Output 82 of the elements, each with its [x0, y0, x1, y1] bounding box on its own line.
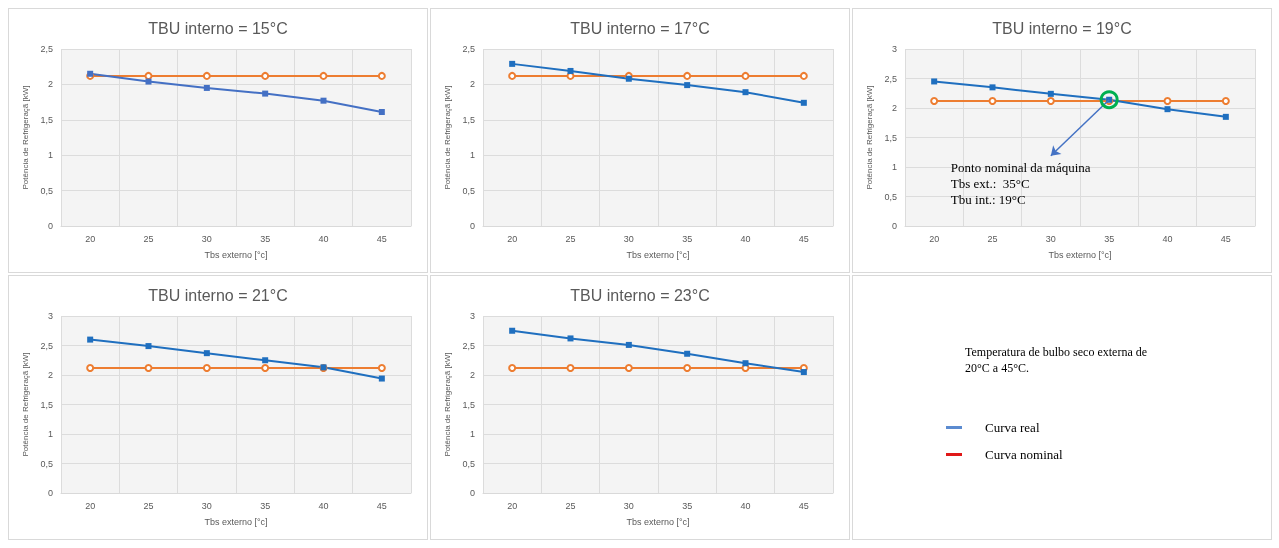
- x-tick-label: 25: [143, 500, 154, 511]
- y-tick-label: 3: [469, 311, 475, 321]
- chart-title: TBU interno = 17°C: [570, 19, 710, 37]
- x-tick-label: 35: [260, 233, 271, 244]
- y-tick-label: 2: [469, 370, 475, 380]
- x-tick-label: 35: [260, 500, 271, 511]
- y-tick-label: 2: [469, 79, 475, 90]
- x-axis-title: Tbs externo [°c]: [204, 249, 268, 260]
- x-tick-label: 35: [682, 500, 693, 511]
- x-tick-label: 40: [740, 500, 751, 511]
- x-axis-title: Tbs externo [°c]: [1048, 249, 1112, 260]
- y-tick-label: 0,5: [40, 185, 53, 196]
- y-tick-label: 1,5: [40, 114, 53, 125]
- y-tick-label: 0,5: [884, 191, 897, 202]
- x-tick-label: 25: [143, 233, 154, 244]
- chart-title: TBU interno = 15°C: [148, 19, 288, 37]
- y-tick-label: 2,5: [40, 340, 53, 351]
- x-tick-label: 25: [565, 233, 576, 244]
- y-tick-label: 0,5: [462, 458, 475, 469]
- x-tick-label: 30: [1045, 233, 1056, 244]
- y-tick-label: 1: [891, 162, 897, 172]
- y-tick-label: 1,5: [462, 399, 475, 410]
- y-tick-label: 2: [47, 370, 53, 380]
- y-tick-label: 0,5: [40, 458, 53, 469]
- y-tick-label: 2,5: [462, 340, 475, 351]
- y-tick-label: 0,5: [462, 185, 475, 196]
- x-tick-label: 20: [507, 500, 518, 511]
- x-tick-label: 20: [929, 233, 940, 244]
- x-tick-label: 35: [682, 233, 693, 244]
- y-axis-title: Potência de Refrigeraçã [kW]: [21, 85, 31, 190]
- x-tick-label: 45: [1220, 233, 1231, 244]
- x-tick-label: 40: [740, 233, 751, 244]
- y-axis-title: Potência de Refrigeraçã [kW]: [443, 85, 453, 190]
- y-tick-label: 1: [47, 150, 53, 161]
- y-axis-title: Potência de Refrigeraçã [kW]: [443, 352, 453, 457]
- y-tick-label: 2,5: [884, 73, 897, 84]
- x-tick-label: 20: [507, 233, 518, 244]
- y-tick-label: 2,5: [40, 44, 53, 54]
- y-tick-label: 3: [47, 311, 53, 321]
- x-tick-label: 30: [201, 233, 212, 244]
- y-tick-label: 0: [891, 221, 897, 231]
- x-axis-title: Tbs externo [°c]: [626, 516, 690, 527]
- y-tick-label: 0: [47, 488, 53, 498]
- chart-title: TBU interno = 23°C: [570, 286, 710, 304]
- y-tick-label: 2,5: [462, 44, 475, 54]
- y-tick-label: 3: [891, 44, 897, 54]
- x-tick-label: 40: [318, 233, 329, 244]
- y-tick-label: 1,5: [40, 399, 53, 410]
- x-axis-title: Tbs externo [°c]: [626, 249, 690, 260]
- x-tick-label: 45: [376, 233, 387, 244]
- x-tick-label: 30: [623, 500, 634, 511]
- y-tick-label: 2: [47, 79, 53, 90]
- x-tick-label: 40: [1162, 233, 1173, 244]
- x-tick-label: 40: [318, 500, 329, 511]
- x-axis-title: Tbs externo [°c]: [204, 516, 268, 527]
- text: Temperatura de bulbo seco externa de 20°C a 45°C.: [965, 345, 1148, 375]
- x-tick-label: 20: [85, 233, 96, 244]
- y-tick-label: 2: [891, 103, 897, 113]
- y-tick-label: 1,5: [884, 132, 897, 143]
- x-tick-label: 35: [1104, 233, 1115, 244]
- y-tick-label: 0: [469, 488, 475, 498]
- x-tick-label: 20: [85, 500, 96, 511]
- annotation: Ponto nominal da máquina Tbs ext.: 35°C Tbu int.: 19°C: [950, 160, 1091, 208]
- y-tick-label: 0: [469, 221, 475, 231]
- chart-title: TBU interno = 21°C: [148, 286, 288, 304]
- y-tick-label: 1: [47, 429, 53, 439]
- legend-label: Curva nominal: [985, 447, 1064, 462]
- x-tick-label: 45: [798, 500, 809, 511]
- y-axis-title: Potência de Refrigeraçã [kW]: [21, 352, 31, 457]
- y-tick-label: 1,5: [462, 114, 475, 125]
- y-tick-label: 1: [469, 429, 475, 439]
- x-tick-label: 25: [987, 233, 998, 244]
- x-tick-label: 45: [798, 233, 809, 244]
- y-axis-title: Potência de Refrigeraçã [kW]: [865, 85, 875, 190]
- y-tick-label: 1: [469, 150, 475, 161]
- x-tick-label: 25: [565, 500, 576, 511]
- legend-label: Curva real: [985, 420, 1040, 435]
- y-tick-label: 0: [47, 221, 53, 231]
- chart-title: TBU interno = 19°C: [992, 19, 1132, 37]
- x-tick-label: 45: [376, 500, 387, 511]
- x-tick-label: 30: [201, 500, 212, 511]
- x-tick-label: 30: [623, 233, 634, 244]
